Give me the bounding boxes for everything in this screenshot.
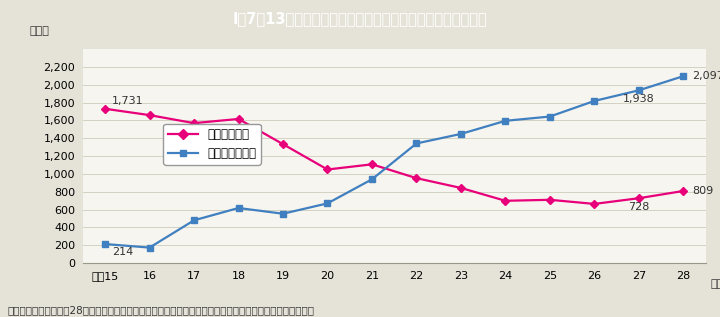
Text: （年）: （年）: [710, 279, 720, 289]
Text: （備考）警察庁「平成28年における少年非行，児童虐待及び児童の性的搾取等の状況について」より作成。: （備考）警察庁「平成28年における少年非行，児童虐待及び児童の性的搾取等の状況に…: [7, 305, 314, 315]
Text: 728: 728: [628, 202, 649, 212]
Text: 214: 214: [112, 247, 133, 257]
Text: I－7－13図　児童買春及び児童ポルノ事件の検挙件数の推移: I－7－13図 児童買春及び児童ポルノ事件の検挙件数の推移: [233, 11, 487, 26]
Text: （件）: （件）: [30, 26, 50, 36]
Text: 2,097: 2,097: [692, 71, 720, 81]
Text: 1,731: 1,731: [112, 96, 143, 106]
Text: 809: 809: [692, 186, 714, 196]
Legend: 児童買春事件, 児童ポルノ事件: 児童買春事件, 児童ポルノ事件: [163, 124, 261, 165]
Text: 1,938: 1,938: [623, 94, 654, 104]
